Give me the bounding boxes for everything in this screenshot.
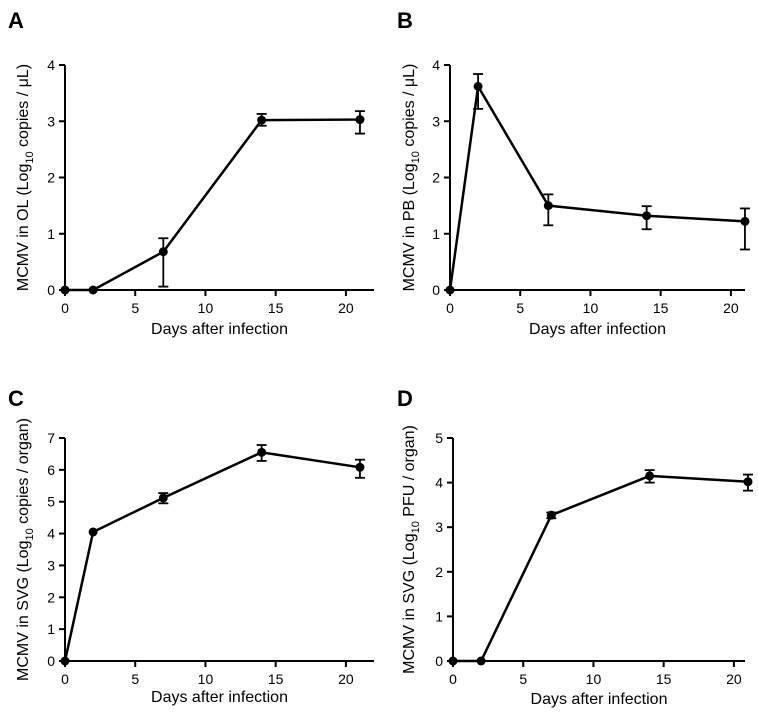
y-tick-label: 0 [47, 282, 55, 298]
y-tick-label: 5 [47, 494, 55, 510]
panel-label: D [397, 386, 413, 411]
error-bar [739, 207, 750, 251]
x-tick-label: 5 [516, 300, 524, 316]
data-point [476, 656, 486, 666]
x-tick-label: 10 [583, 300, 599, 316]
x-tick-label: 0 [61, 300, 69, 316]
error-bar [158, 237, 169, 288]
series-line [453, 474, 749, 663]
x-axis-title: Days after infection [531, 691, 668, 708]
y-tick-label: 1 [47, 226, 55, 242]
y-tick-label: 7 [47, 430, 55, 446]
y-tick-label: 1 [47, 621, 55, 637]
panel-label: B [397, 8, 413, 33]
x-tick-label: 20 [338, 300, 354, 316]
x-tick-label: 5 [131, 300, 139, 316]
data-point [473, 81, 483, 91]
y-tick-label: 0 [432, 282, 440, 298]
y-tick-label: 1 [432, 226, 440, 242]
data-point [60, 285, 70, 295]
data-point [543, 201, 553, 211]
y-tick-label: 4 [432, 57, 440, 73]
x-tick-label: 20 [723, 300, 739, 316]
panel-c: C 0 1 2 3 4 5 6 7 0 5 10 15 20 Days after infection MCM… [8, 386, 374, 706]
data-point [158, 493, 168, 503]
y-axis-title: MCMV in OL (Log10 copies / μL) [15, 64, 36, 291]
data-point [60, 656, 70, 666]
y-tick-label: 2 [435, 564, 443, 580]
data-point [88, 527, 98, 537]
data-point [257, 115, 267, 125]
x-tick-label: 15 [656, 671, 672, 687]
x-tick-label: 0 [446, 300, 454, 316]
y-tick-label: 3 [432, 113, 440, 129]
y-tick-label: 5 [435, 430, 443, 446]
x-axis-title: Days after infection [529, 321, 666, 338]
y-axis-title: MCMV in SVG (Log10 copies / organ) [15, 418, 36, 681]
y-axis-title: MCMV in PB (Log10 copies / μL) [401, 64, 422, 292]
x-axis-title: Days after infection [151, 321, 288, 338]
data-point [88, 285, 98, 295]
error-bar [473, 73, 484, 110]
y-tick-label: 3 [435, 519, 443, 535]
data-point [740, 216, 750, 226]
x-tick-label: 0 [449, 671, 457, 687]
x-axis-title: Days after infection [151, 689, 288, 706]
series-line [65, 118, 360, 292]
panel-label: A [8, 8, 24, 33]
x-tick-label: 5 [131, 671, 139, 687]
series-line [448, 85, 746, 291]
panel-a: A 0 1 2 3 4 0 5 10 15 20 Days after infection MCMV i… [8, 8, 374, 338]
x-tick-label: 15 [653, 300, 669, 316]
panel-b: B 0 1 2 3 4 0 5 10 15 20 Days after infection MCMV i… [397, 8, 750, 338]
y-tick-label: 1 [435, 608, 443, 624]
data-point [448, 656, 458, 666]
panel-d: D 0 1 2 3 4 5 0 5 10 15 20 Days after infection MCMV … [397, 386, 753, 708]
panel-label: C [8, 386, 24, 411]
x-tick-label: 20 [726, 671, 742, 687]
data-point [743, 477, 753, 487]
x-tick-label: 5 [519, 671, 527, 687]
data-point [546, 510, 556, 520]
y-axis-title: MCMV in SVG (Log10 PFU / organ) [401, 425, 422, 674]
y-tick-label: 4 [47, 57, 55, 73]
data-point [642, 211, 652, 221]
y-tick-label: 6 [47, 462, 55, 478]
data-point [158, 247, 168, 257]
y-tick-label: 0 [47, 653, 55, 669]
data-point [355, 462, 365, 472]
y-tick-label: 3 [47, 557, 55, 573]
y-tick-label: 2 [47, 589, 55, 605]
x-tick-label: 20 [338, 671, 354, 687]
y-tick-label: 0 [435, 653, 443, 669]
y-tick-label: 4 [47, 526, 55, 542]
y-tick-label: 2 [47, 170, 55, 186]
x-tick-label: 15 [268, 671, 284, 687]
series-line [63, 451, 361, 662]
y-tick-label: 3 [47, 113, 55, 129]
x-tick-label: 10 [198, 671, 214, 687]
x-tick-label: 10 [198, 300, 214, 316]
x-tick-label: 15 [268, 300, 284, 316]
y-tick-label: 4 [435, 475, 443, 491]
data-point [355, 115, 365, 125]
data-point [257, 447, 267, 457]
x-tick-label: 0 [61, 671, 69, 687]
x-tick-label: 10 [586, 671, 602, 687]
data-point [445, 285, 455, 295]
data-point [645, 471, 655, 481]
y-tick-label: 2 [432, 170, 440, 186]
